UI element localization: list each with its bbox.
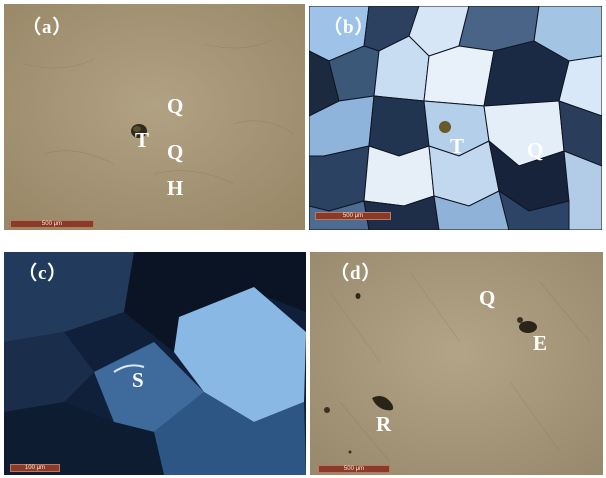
mineral-label: Q <box>527 138 544 162</box>
micrograph-a <box>4 4 305 230</box>
mineral-label: Q <box>167 140 184 164</box>
mineral-label: Q <box>167 94 184 118</box>
scale-bar <box>10 220 94 228</box>
panel-c: （c） S 100 μm <box>4 252 306 475</box>
scale-bar <box>315 212 391 220</box>
panel-label-c: （c） <box>18 263 68 284</box>
scale-bar <box>318 465 390 473</box>
mineral-label: E <box>533 331 548 355</box>
scale-text: 500 μm <box>41 221 63 227</box>
micrograph-c <box>4 252 306 475</box>
panel-label-d: （d） <box>330 263 382 284</box>
micrograph-b <box>309 6 602 230</box>
mineral-label: R <box>376 412 392 436</box>
scale-text: 500 μm <box>343 466 365 472</box>
mineral-label: Q <box>479 286 496 310</box>
panel-b: （b） T Q 500 μm <box>309 6 602 230</box>
mineral-label: T <box>135 128 150 152</box>
mineral-label: S <box>132 368 144 392</box>
panel-d: （d） Q E R 500 μm <box>310 252 603 475</box>
scale-bar <box>10 464 60 472</box>
panel-label-a: （a） <box>22 17 73 38</box>
mineral-label: H <box>167 176 184 200</box>
panel-label-b: （b） <box>323 17 375 38</box>
scale-text: 500 μm <box>342 213 364 219</box>
micrograph-d <box>310 252 603 475</box>
panel-a: （a） Q T Q H 500 μm <box>4 4 305 230</box>
scale-text: 100 μm <box>24 465 46 471</box>
mineral-label: T <box>450 134 465 158</box>
